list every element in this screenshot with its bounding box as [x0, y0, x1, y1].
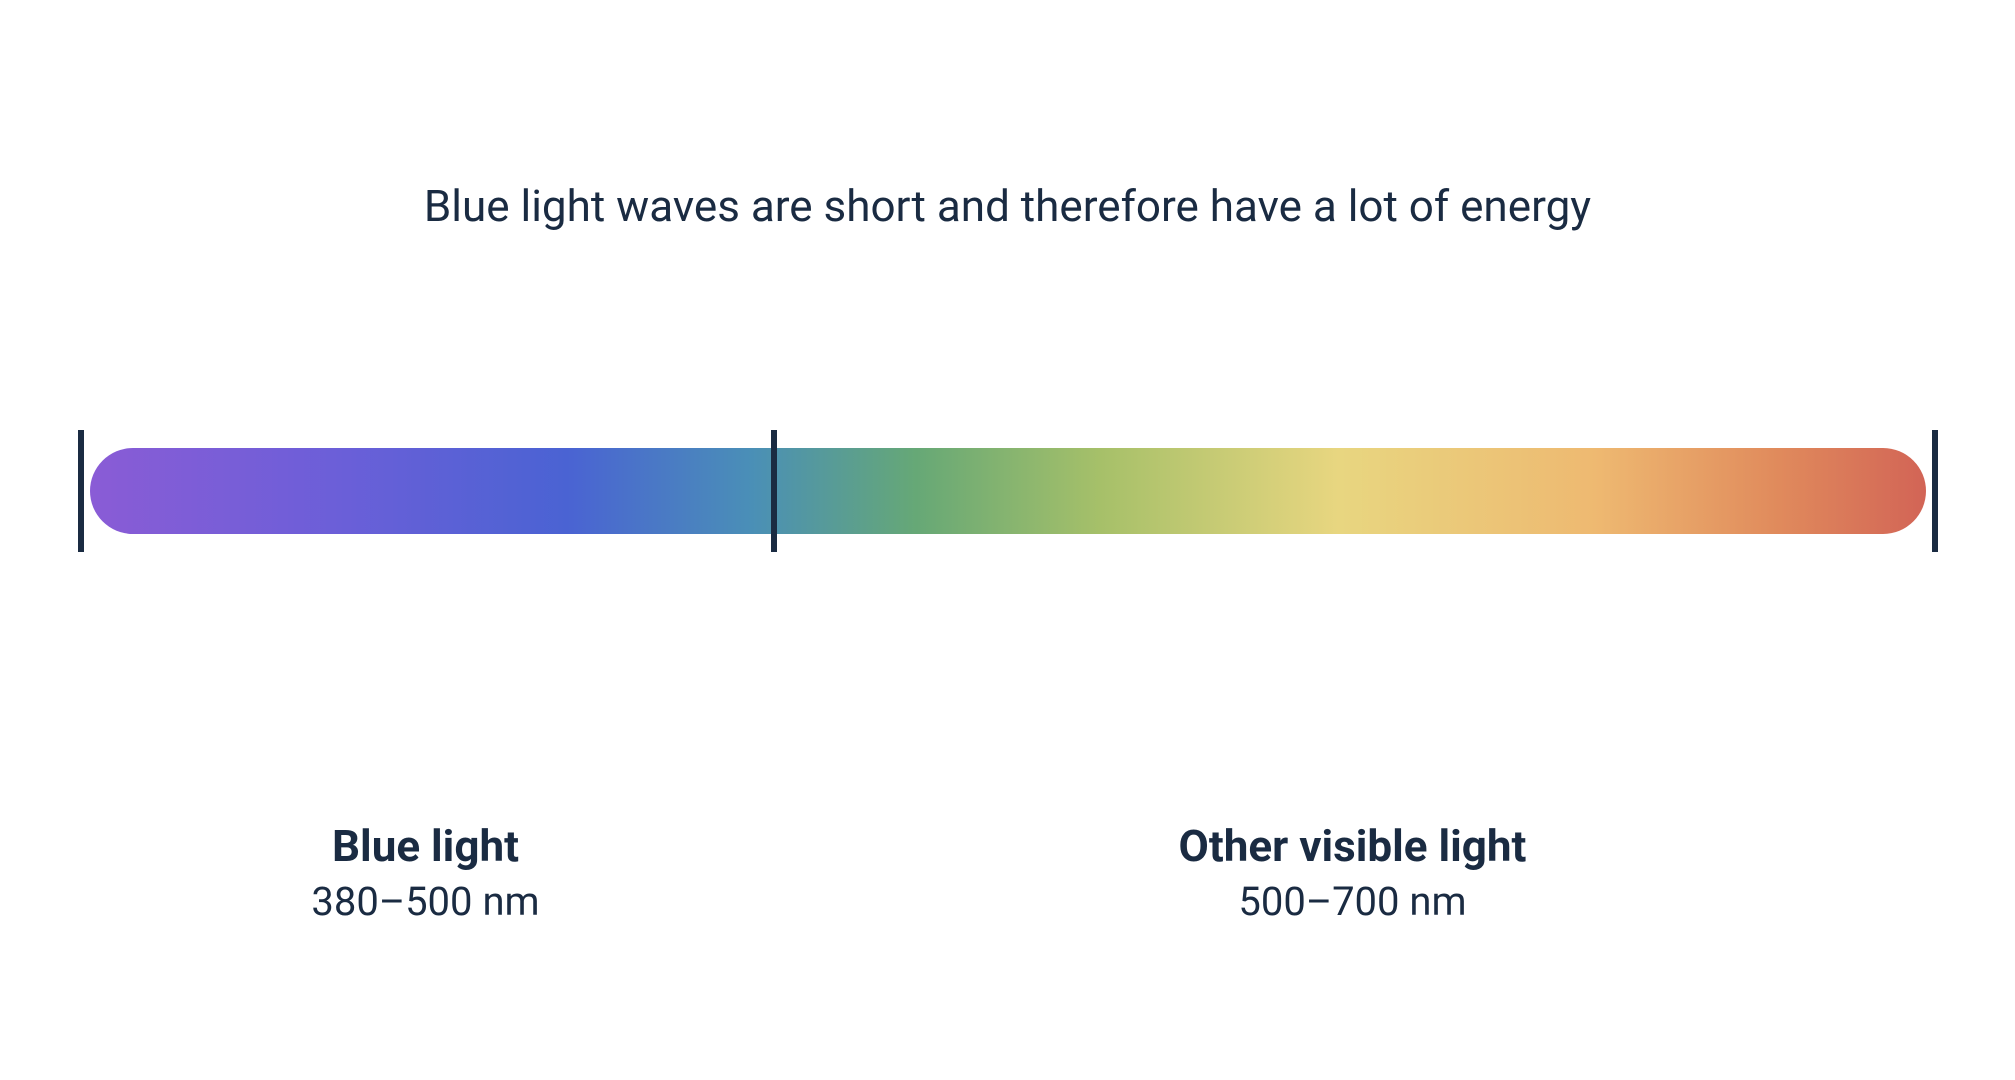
label-blue-light-range: 380–500 nm: [311, 878, 539, 925]
spectrum: [78, 430, 1938, 552]
spectrum-bar: [90, 448, 1926, 534]
page-title: Blue light waves are short and therefore…: [78, 180, 1938, 232]
label-other-light-title: Other visible light: [1179, 820, 1527, 872]
tick-divider: [771, 430, 777, 552]
tick-start: [78, 430, 84, 552]
tick-end: [1932, 430, 1938, 552]
label-other-light: Other visible light 500–700 nm: [1179, 820, 1527, 925]
label-blue-light-title: Blue light: [311, 820, 539, 872]
label-other-light-range: 500–700 nm: [1179, 878, 1527, 925]
label-blue-light: Blue light 380–500 nm: [311, 820, 539, 925]
